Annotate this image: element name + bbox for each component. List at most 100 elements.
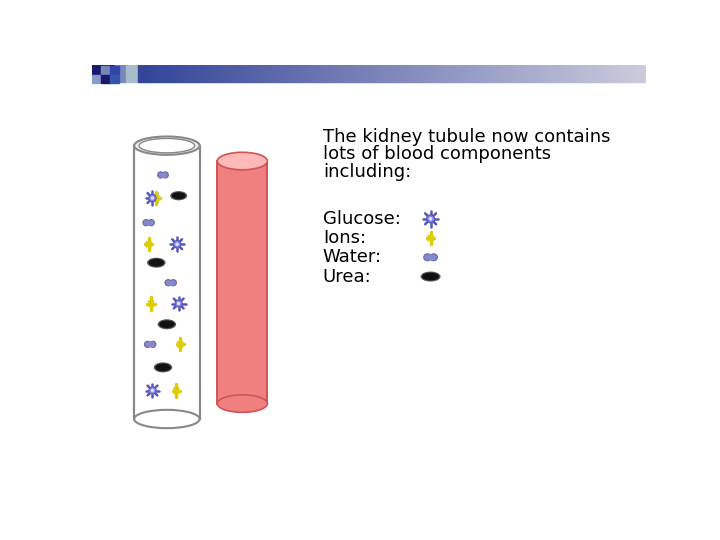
Bar	[426, 65, 427, 82]
Bar	[227, 65, 228, 82]
Bar	[246, 65, 248, 82]
Bar	[432, 65, 433, 82]
Bar	[94, 65, 95, 82]
Bar	[545, 65, 546, 82]
Bar	[281, 65, 282, 82]
Bar	[397, 65, 398, 82]
Bar	[121, 65, 122, 82]
Bar	[283, 65, 284, 82]
Bar	[618, 65, 619, 82]
Bar	[552, 65, 553, 82]
Bar	[593, 65, 594, 82]
Bar	[129, 65, 130, 82]
Bar	[403, 65, 404, 82]
Bar	[318, 65, 319, 82]
Bar	[412, 65, 413, 82]
Bar	[492, 65, 493, 82]
Bar	[370, 65, 371, 82]
Bar	[435, 65, 436, 82]
Bar	[145, 65, 146, 82]
Bar	[497, 65, 498, 82]
Bar	[271, 65, 272, 82]
Ellipse shape	[150, 341, 156, 347]
Bar	[560, 65, 561, 82]
Bar	[542, 65, 543, 82]
Bar	[193, 65, 194, 82]
Bar	[356, 65, 357, 82]
Bar	[125, 65, 126, 82]
Bar	[124, 65, 125, 82]
Bar	[439, 65, 440, 82]
Circle shape	[149, 194, 156, 201]
Bar	[92, 66, 100, 74]
Bar	[624, 65, 625, 82]
Bar	[393, 65, 394, 82]
Bar	[567, 65, 568, 82]
Bar	[117, 65, 118, 82]
Ellipse shape	[156, 363, 171, 372]
Bar	[421, 65, 422, 82]
Bar	[523, 65, 525, 82]
Bar	[382, 65, 383, 82]
Bar	[353, 65, 354, 82]
Ellipse shape	[163, 172, 168, 178]
Bar	[165, 65, 166, 82]
Bar	[601, 65, 603, 82]
Bar	[442, 65, 443, 82]
Bar	[178, 65, 179, 82]
Bar	[467, 65, 468, 82]
Bar	[187, 65, 188, 82]
Bar	[204, 65, 205, 82]
Bar	[224, 65, 225, 82]
Bar	[295, 65, 296, 82]
Bar	[331, 65, 332, 82]
Bar	[587, 65, 588, 82]
Bar	[396, 65, 397, 82]
Bar	[398, 65, 399, 82]
Bar	[93, 65, 94, 82]
Bar	[507, 65, 508, 82]
Bar	[348, 65, 349, 82]
Bar	[441, 65, 442, 82]
Bar	[452, 65, 453, 82]
Bar	[471, 65, 472, 82]
Bar	[612, 65, 613, 82]
Bar	[494, 65, 495, 82]
Bar	[579, 65, 580, 82]
Bar	[161, 173, 166, 177]
Bar	[337, 65, 338, 82]
Bar	[323, 65, 324, 82]
Bar	[631, 65, 632, 82]
Bar	[379, 65, 381, 82]
Bar	[487, 65, 488, 82]
Bar	[130, 65, 131, 82]
Bar	[342, 65, 343, 82]
Bar	[588, 65, 589, 82]
Bar	[465, 65, 466, 82]
Bar	[140, 65, 141, 82]
Bar	[210, 65, 211, 82]
Bar	[583, 65, 584, 82]
Bar	[639, 65, 640, 82]
Bar	[112, 65, 113, 82]
Bar	[159, 65, 160, 82]
Bar	[531, 65, 532, 82]
Bar	[520, 65, 521, 82]
Bar	[486, 65, 487, 82]
Bar	[514, 65, 515, 82]
Bar	[562, 65, 563, 82]
Bar	[643, 65, 644, 82]
Bar	[338, 65, 339, 82]
Ellipse shape	[158, 172, 163, 178]
Bar	[258, 65, 259, 82]
Bar	[320, 65, 321, 82]
Bar	[364, 65, 365, 82]
Bar	[355, 65, 356, 82]
Bar	[324, 65, 325, 82]
Ellipse shape	[134, 410, 199, 428]
Bar	[116, 65, 117, 82]
Ellipse shape	[172, 192, 186, 199]
Bar	[638, 65, 639, 82]
Bar	[218, 65, 219, 82]
Bar	[333, 65, 334, 82]
